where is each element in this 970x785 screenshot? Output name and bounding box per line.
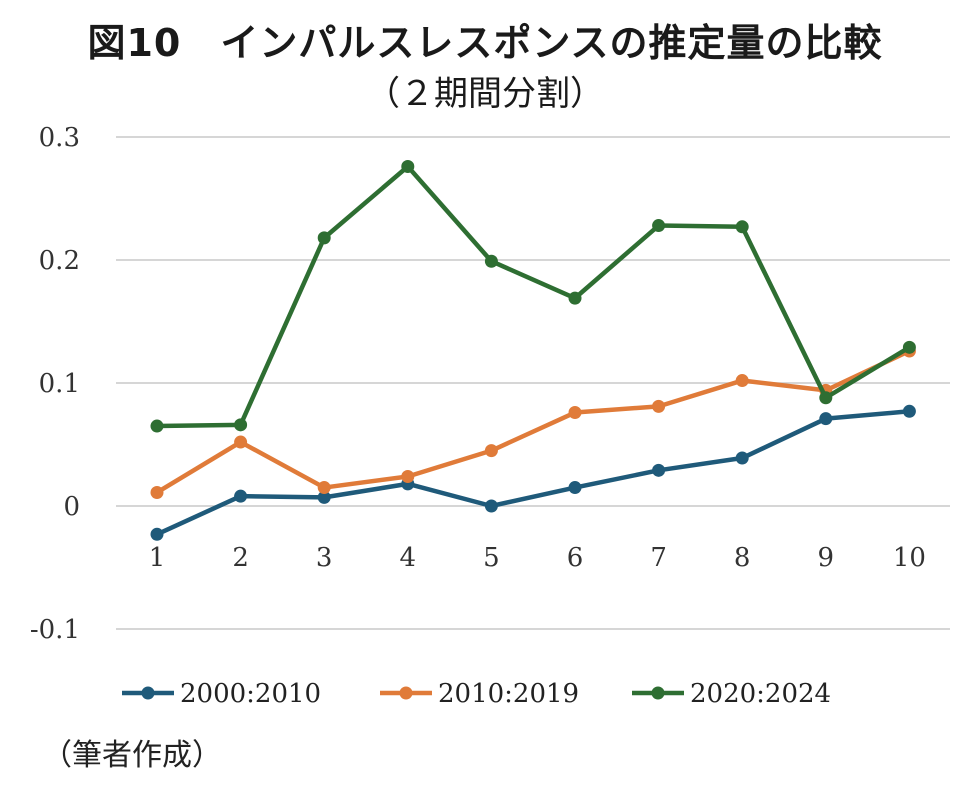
data-point bbox=[735, 220, 749, 234]
data-point bbox=[902, 340, 916, 354]
data-point bbox=[401, 469, 415, 483]
y-tick-label: 0.2 bbox=[39, 246, 80, 276]
x-tick-label: 8 bbox=[734, 543, 751, 573]
legend-label: 2010:2019 bbox=[438, 679, 579, 709]
y-tick-labels: -0.1 0 0.1 0.2 0.3 bbox=[30, 123, 80, 645]
x-tick-label: 3 bbox=[316, 543, 333, 573]
x-tick-label: 10 bbox=[893, 543, 926, 573]
y-tick-label: 0.3 bbox=[39, 123, 80, 153]
series-line bbox=[156, 164, 911, 429]
x-tick-label: 5 bbox=[483, 543, 500, 573]
data-point bbox=[484, 499, 498, 513]
source-note: （筆者作成） bbox=[42, 738, 222, 773]
data-point bbox=[234, 418, 248, 432]
data-point bbox=[234, 489, 248, 503]
data-point bbox=[735, 374, 749, 388]
data-point bbox=[568, 291, 582, 305]
series-lines bbox=[150, 160, 916, 541]
data-point bbox=[819, 391, 833, 405]
x-tick-labels: 1 2 3 4 5 6 7 8 9 10 bbox=[149, 543, 926, 573]
data-point bbox=[652, 219, 666, 233]
data-point bbox=[652, 399, 666, 413]
legend: 2000:2010 2010:2019 2020:2024 bbox=[122, 679, 831, 709]
data-point bbox=[819, 412, 833, 426]
data-point bbox=[568, 481, 582, 495]
chart-title: 図10 インパルスレスポンスの推定量の比較 bbox=[87, 21, 883, 65]
legend-swatch-marker bbox=[651, 686, 665, 700]
y-tick-label: 0 bbox=[63, 492, 80, 522]
y-tick-label: -0.1 bbox=[30, 615, 80, 645]
data-point bbox=[735, 451, 749, 465]
x-tick-label: 2 bbox=[232, 543, 249, 573]
x-tick-label: 7 bbox=[650, 543, 667, 573]
data-point bbox=[317, 490, 331, 504]
data-point bbox=[484, 444, 498, 458]
legend-label: 2000:2010 bbox=[180, 679, 321, 709]
legend-swatch-marker bbox=[399, 686, 413, 700]
data-point bbox=[150, 527, 164, 541]
data-point bbox=[234, 435, 248, 449]
chart-subtitle: （２期間分割） bbox=[366, 74, 604, 114]
x-tick-label: 6 bbox=[567, 543, 584, 573]
data-point bbox=[150, 485, 164, 499]
legend-swatch-marker bbox=[141, 686, 155, 700]
data-point bbox=[568, 406, 582, 420]
series-line bbox=[155, 348, 911, 495]
data-point bbox=[484, 254, 498, 268]
y-tick-label: 0.1 bbox=[39, 369, 80, 399]
x-tick-label: 1 bbox=[149, 543, 166, 573]
data-point bbox=[317, 481, 331, 495]
x-tick-label: 9 bbox=[818, 543, 835, 573]
x-tick-label: 4 bbox=[400, 543, 417, 573]
legend-label: 2020:2024 bbox=[690, 679, 831, 709]
data-point bbox=[401, 160, 415, 174]
data-point bbox=[652, 463, 666, 477]
data-point bbox=[317, 231, 331, 245]
series-line bbox=[156, 409, 910, 537]
data-point bbox=[902, 404, 916, 418]
data-point bbox=[150, 419, 164, 433]
gridlines bbox=[116, 136, 950, 630]
